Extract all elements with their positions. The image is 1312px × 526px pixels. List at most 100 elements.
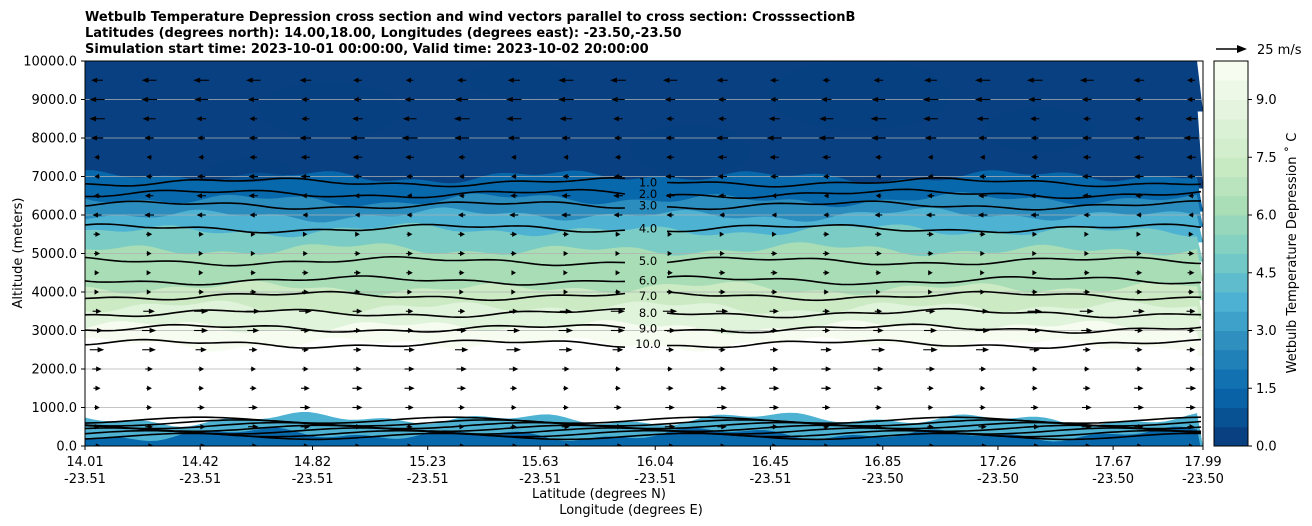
wind-vector-head xyxy=(196,116,202,122)
wind-vector-head xyxy=(768,116,775,122)
wind-vector-head xyxy=(97,347,105,353)
wind-vector-head xyxy=(1081,173,1088,180)
wind-vector-head xyxy=(459,443,465,446)
wind-vector-head xyxy=(665,135,672,141)
wind-vector-head xyxy=(355,443,361,446)
wind-vector-head xyxy=(95,231,101,237)
x-tick-label-lon: -23.51 xyxy=(634,472,676,487)
wind-vector-head xyxy=(250,250,256,257)
wind-vector-head xyxy=(668,366,673,372)
wind-vector-head xyxy=(928,231,934,237)
wind-vector-head xyxy=(1084,270,1090,276)
wind-vector-head xyxy=(824,231,830,237)
wind-vector-head xyxy=(721,385,727,391)
wind-vector-head xyxy=(250,231,256,237)
colorbar-band-5 xyxy=(1214,330,1248,351)
wind-vector-head xyxy=(352,154,359,160)
wind-vector-head xyxy=(407,231,413,237)
wind-vector-head xyxy=(617,443,624,446)
wind-vector-head xyxy=(983,327,990,334)
wind-vector-head xyxy=(304,404,311,411)
wind-vector-head xyxy=(720,347,726,353)
wind-vector-head xyxy=(618,327,625,334)
wind-vector-head xyxy=(878,347,886,353)
wind-vector-head xyxy=(1030,173,1036,180)
wind-vector-head xyxy=(356,385,363,391)
wind-vector-head xyxy=(507,77,514,83)
wind-vector-head xyxy=(1033,404,1039,411)
wind-vectors xyxy=(89,77,1199,446)
wind-vector-head xyxy=(459,173,464,180)
wind-vector-head xyxy=(94,404,100,411)
wind-vector-head xyxy=(301,116,307,122)
wind-vector-head xyxy=(354,212,360,218)
wind-vector-head xyxy=(95,250,101,257)
x-tick-label-lat: 14.01 xyxy=(66,455,103,470)
wind-vector-head xyxy=(1188,231,1194,237)
wind-vector-head xyxy=(1035,327,1042,334)
wind-vector-head xyxy=(253,327,260,334)
wind-vector-head xyxy=(876,404,882,411)
wind-vector-head xyxy=(302,231,308,237)
wind-vector-head xyxy=(303,443,310,446)
surface-contour-6 xyxy=(85,416,1202,424)
wind-vector-head xyxy=(252,443,258,446)
wind-vector-head xyxy=(929,308,936,314)
wind-vector-head xyxy=(615,289,621,295)
wind-vector-head xyxy=(300,154,307,160)
wind-vector-head xyxy=(980,404,986,411)
wind-vector-head xyxy=(1137,327,1144,334)
wind-vector-head xyxy=(141,77,149,83)
wind-vector-head xyxy=(924,77,931,83)
colorbar-band-16 xyxy=(1214,118,1248,139)
wind-vector-head xyxy=(513,327,521,334)
wind-vector-head xyxy=(251,385,257,391)
contour-line-5.0 xyxy=(85,256,1202,267)
colorbar-tick-label: 6.0 xyxy=(1256,209,1277,224)
wind-vector-head xyxy=(146,154,152,160)
wind-vector-head xyxy=(769,154,776,160)
wind-vector-head xyxy=(1137,385,1144,391)
wind-vector-head xyxy=(871,135,878,141)
wind-vector-head xyxy=(876,250,882,257)
wind-vector-head xyxy=(299,135,306,141)
contour-line-9.0 xyxy=(85,323,1202,334)
wind-vector-head xyxy=(354,193,360,199)
wind-vector-head xyxy=(825,385,832,391)
wind-vector-head xyxy=(720,443,726,446)
wind-vector-head xyxy=(1032,289,1038,295)
wind-vector-head xyxy=(666,212,672,218)
wind-vector-head xyxy=(199,289,204,295)
x-tick-label-lon: -23.50 xyxy=(1092,472,1134,487)
colorbar-band-18 xyxy=(1214,80,1248,100)
wind-vector-head xyxy=(668,347,675,353)
wind-vector-head xyxy=(823,173,829,180)
wind-vector-head xyxy=(301,193,307,199)
wind-vector-head xyxy=(355,327,362,334)
wind-vector-head xyxy=(611,96,618,103)
wind-vector-head xyxy=(1135,193,1141,199)
wind-vector-head xyxy=(94,154,99,160)
wind-vector-head xyxy=(94,173,100,180)
wind-vector-head xyxy=(511,173,516,180)
wind-vector-head xyxy=(563,289,569,295)
wind-vector-head xyxy=(1188,443,1194,446)
wind-vector-head xyxy=(877,366,884,372)
x-axis-ticks: 14.01 -23.51 14.42 -23.51 14.82 -23.51 15.23 -2… xyxy=(64,446,1224,487)
wind-vector-head xyxy=(407,250,413,257)
contour-line-7.0 xyxy=(85,290,1202,302)
wind-vector-head xyxy=(876,308,883,314)
wind-vector-head xyxy=(922,96,930,103)
wind-vector-head xyxy=(925,212,932,218)
wind-vector-head xyxy=(565,308,572,314)
wind-vector-head xyxy=(773,385,780,391)
wind-vector-head xyxy=(824,270,830,276)
wind-vector-head xyxy=(251,270,256,276)
wind-vector-head xyxy=(408,385,415,391)
contour-line-4.0 xyxy=(85,223,1202,234)
wind-vector-head xyxy=(617,347,624,353)
quiver-key-arrowhead xyxy=(1237,45,1247,53)
wind-vector-head xyxy=(980,270,985,276)
wind-vector-head xyxy=(928,250,934,257)
wind-vector-head xyxy=(89,116,97,122)
